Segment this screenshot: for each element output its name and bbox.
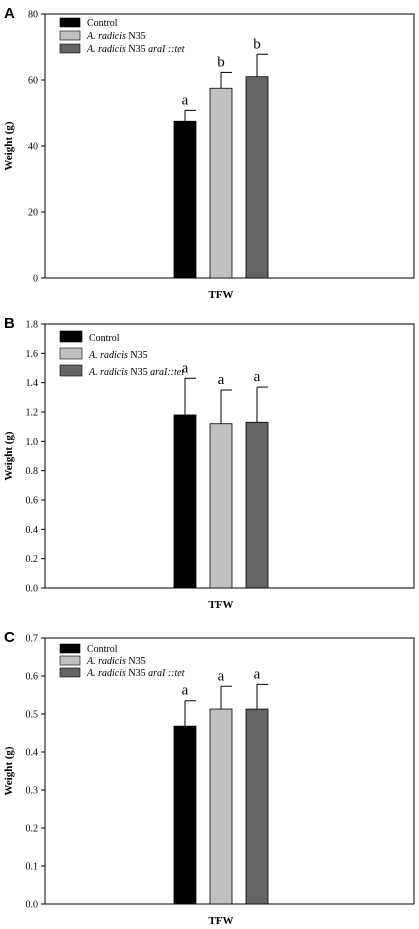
y-tick-label: 1.6 bbox=[26, 349, 39, 360]
legend-swatch bbox=[59, 30, 81, 41]
bar bbox=[173, 725, 197, 905]
y-tick-label: 40 bbox=[28, 142, 38, 153]
significance-letter: a bbox=[254, 369, 261, 385]
y-tick-label: 0.5 bbox=[26, 710, 39, 721]
x-axis-title: TFW bbox=[208, 599, 233, 611]
y-tick-label: 1.0 bbox=[26, 437, 39, 448]
legend-entry: Control bbox=[89, 333, 120, 344]
significance-letter: a bbox=[218, 372, 225, 388]
y-tick-label: 60 bbox=[28, 76, 38, 87]
bar bbox=[173, 414, 197, 589]
y-axis-title: Weight (g) bbox=[3, 121, 15, 171]
x-axis-title: TFW bbox=[208, 289, 233, 301]
bar bbox=[209, 423, 233, 589]
panel-letter: B bbox=[4, 315, 15, 332]
significance-letter: b bbox=[253, 36, 261, 52]
y-tick-label: 0.4 bbox=[26, 525, 39, 536]
legend-entry: Control bbox=[87, 644, 118, 655]
chart-panel-a: A 0 20 40 60 80 Weight (g) TFW a b b Control A. radi… bbox=[3, 5, 415, 301]
y-tick-label: 0.2 bbox=[26, 824, 39, 835]
y-tick-label: 80 bbox=[28, 10, 38, 21]
y-tick-label: 0.0 bbox=[26, 584, 39, 595]
y-tick-label: 0.1 bbox=[26, 862, 39, 873]
significance-letter: a bbox=[254, 666, 261, 682]
legend-swatch bbox=[59, 330, 83, 343]
legend-swatch bbox=[59, 667, 81, 678]
bar bbox=[209, 87, 233, 279]
bar bbox=[245, 708, 269, 905]
y-tick-label: 0.3 bbox=[26, 786, 39, 797]
y-tick-label: 20 bbox=[28, 208, 38, 219]
legend-swatch bbox=[59, 347, 83, 360]
legend-entry: A. radicis N35 araI ::tet bbox=[86, 668, 185, 679]
legend-entry: A. radicis N35 araI ::tet bbox=[86, 44, 185, 55]
legend-swatch bbox=[59, 43, 81, 54]
y-axis-title: Weight (g) bbox=[3, 431, 15, 481]
chart-panel-c: C 0.0 0.1 0.2 0.3 0.4 0.5 0.6 0.7 Weight (g) TFW a a… bbox=[3, 629, 415, 927]
y-tick-label: 0.4 bbox=[26, 748, 39, 759]
legend-swatch bbox=[59, 17, 81, 28]
y-tick-label: 0.2 bbox=[26, 554, 39, 565]
legend-entry: Control bbox=[87, 18, 118, 29]
significance-letter: a bbox=[182, 360, 189, 376]
bar bbox=[173, 120, 197, 279]
significance-letter: b bbox=[217, 54, 225, 70]
legend-swatch bbox=[59, 643, 81, 654]
y-tick-label: 1.2 bbox=[26, 408, 39, 419]
legend-swatch bbox=[59, 364, 83, 377]
y-tick-label: 0 bbox=[33, 274, 38, 285]
significance-letter: a bbox=[182, 92, 189, 108]
legend-entry: A. radicis N35 araI::tet bbox=[88, 367, 184, 378]
bar bbox=[245, 421, 269, 589]
y-axis-title: Weight (g) bbox=[3, 746, 15, 796]
bar bbox=[245, 76, 269, 279]
panel-letter: A bbox=[4, 5, 15, 22]
chart-panel-b: B 0.0 0.2 0.4 0.6 0.8 1.0 1.2 1.4 1.6 1.8 Weight (g… bbox=[3, 315, 415, 611]
x-axis-title: TFW bbox=[208, 915, 233, 927]
y-tick-label: 1.8 bbox=[26, 320, 39, 331]
panel-letter: C bbox=[4, 629, 15, 646]
y-tick-label: 0.8 bbox=[26, 466, 39, 477]
y-tick-label: 0.0 bbox=[26, 900, 39, 911]
y-tick-label: 0.6 bbox=[26, 672, 39, 683]
significance-letter: a bbox=[182, 683, 189, 699]
significance-letter: a bbox=[218, 668, 225, 684]
y-tick-label: 0.7 bbox=[26, 634, 39, 645]
y-tick-label: 1.4 bbox=[26, 378, 39, 389]
legend-entry: A. radicis N35 bbox=[86, 31, 146, 42]
legend-entry: A. radicis N35 bbox=[88, 350, 148, 361]
legend-entry: A. radicis N35 bbox=[86, 656, 146, 667]
bar bbox=[209, 708, 233, 905]
legend-swatch bbox=[59, 655, 81, 666]
y-tick-label: 0.6 bbox=[26, 496, 39, 507]
